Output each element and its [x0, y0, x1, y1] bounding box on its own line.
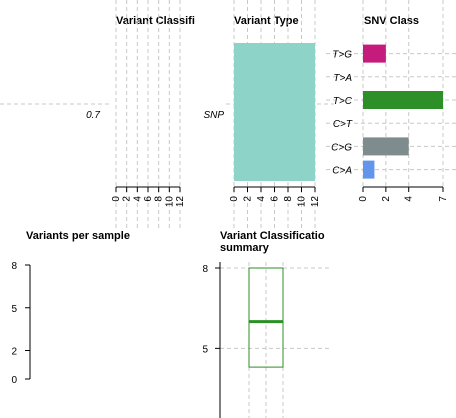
snv-class-category-label: C>A	[332, 166, 352, 177]
variant-type-tick-label: 12	[310, 196, 321, 208]
snv-class-bar-t-to-c	[363, 91, 443, 109]
summary-tick-label: 5	[202, 344, 208, 355]
variant-type-category-label: SNP	[203, 110, 224, 121]
variant-classification-tick-label: 4	[132, 196, 143, 202]
variants-per-sample-panel: Variants per sample 0 2 5 8	[11, 230, 130, 386]
variant-classification-summary-grid	[220, 262, 330, 418]
variant-type-tick-label: 10	[297, 196, 308, 208]
variant-classification-title: Variant Classifi	[116, 15, 195, 27]
variant-type-bar-snp	[234, 43, 315, 181]
variant-type-x-ticks: 0 2 4 6 8 10 12	[229, 187, 321, 207]
variant-classification-x-ticks: 0 2 4 6 8 10 12	[111, 187, 186, 207]
variant-classification-summary-panel: Variant Classificatio summary 58	[202, 230, 330, 418]
variant-type-tick-label: 8	[283, 196, 294, 202]
variant-classification-grid	[115, 0, 181, 228]
snv-class-tick-label: 2	[381, 196, 392, 202]
variant-classification-summary-title-line2: summary	[220, 242, 270, 254]
snv-class-bar-c-to-g	[363, 137, 409, 156]
variant-type-panel: Variant Type SNP 0 2 4 6 8 10 12	[203, 0, 334, 228]
variant-type-tick-label: 6	[270, 196, 281, 202]
snv-class-tick-label: 0	[358, 196, 369, 202]
snv-class-tick-label: 4	[404, 196, 415, 202]
boxplot-box	[248, 267, 284, 368]
variant-classification-panel: Variant Classifi 0.7 0 2 4 6 8 10 12	[0, 0, 195, 228]
variants-per-sample-tick-label: 8	[11, 261, 17, 272]
variant-classification-summary-title-line1: Variant Classificatio	[220, 230, 325, 242]
snv-class-category-label: T>A	[333, 73, 352, 84]
variant-classification-tick-label: 12	[175, 196, 186, 208]
variant-classification-tick-label: 0	[111, 196, 122, 202]
snv-class-panel: SNV Class T>G T>A T>C C>T C>G C>A 0 2 4 7	[326, 0, 456, 202]
variant-type-title: Variant Type	[234, 15, 299, 27]
variant-classification-tick-label: 10	[164, 196, 175, 208]
variant-type-tick-label: 4	[256, 196, 267, 202]
snv-class-category-label: C>G	[331, 142, 352, 153]
variants-per-sample-tick-label: 5	[11, 304, 17, 315]
snv-class-category-label: T>C	[333, 96, 353, 107]
variant-classification-tick-label: 2	[122, 196, 133, 202]
variant-type-tick-label: 0	[229, 196, 240, 202]
variant-classification-category-label: 0.7	[86, 110, 100, 121]
variants-per-sample-tick-label: 0	[11, 375, 17, 386]
snv-class-category-label: T>G	[332, 50, 352, 61]
variants-per-sample-tick-label: 2	[11, 347, 17, 358]
snv-class-x-ticks: 0 2 4 7	[358, 187, 449, 202]
snv-class-bar-t-to-g	[363, 44, 386, 63]
variants-per-sample-y-ticks: 0 2 5 8	[11, 261, 30, 386]
variants-per-sample-title: Variants per sample	[26, 230, 130, 242]
snv-class-title: SNV Class	[364, 15, 419, 27]
variant-type-tick-label: 2	[243, 196, 254, 202]
variant-classification-summary-y-ticks: 58	[202, 264, 220, 355]
variant-classification-tick-label: 6	[143, 196, 154, 202]
snv-class-category-labels: T>G T>A T>C C>T C>G C>A	[331, 50, 353, 177]
snv-class-bars	[363, 44, 443, 179]
snv-class-category-label: C>T	[333, 119, 353, 130]
variant-classification-tick-label: 8	[154, 196, 165, 202]
summary-tick-label: 8	[202, 264, 208, 275]
snv-class-bar-c-to-a	[363, 160, 375, 179]
snv-class-tick-label: 7	[438, 196, 449, 202]
